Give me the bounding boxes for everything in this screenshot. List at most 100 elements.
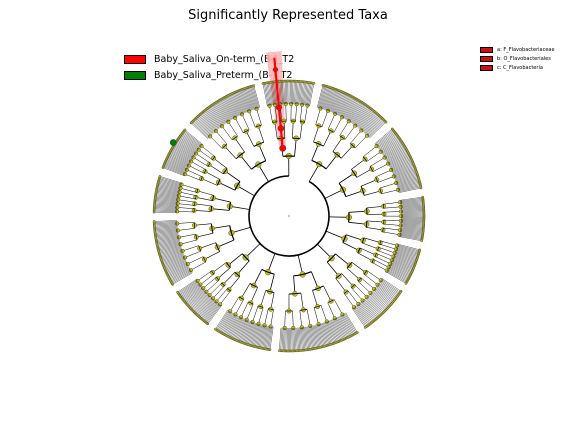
branch-genus	[292, 327, 294, 351]
branch-genus	[184, 129, 203, 145]
arc-phylum-children	[251, 160, 266, 170]
arc-class-children	[210, 205, 213, 212]
branch-genus	[266, 82, 271, 106]
legend-item-preterm: Baby_Saliva_Preterm_(B-)_T2	[124, 67, 294, 83]
branch-family	[284, 310, 286, 328]
branch-genus	[387, 268, 409, 280]
branch-order	[195, 197, 213, 201]
branch-genus	[184, 286, 203, 302]
branch-genus	[294, 81, 296, 105]
branch-phylum	[324, 189, 344, 199]
branch-order	[351, 262, 366, 273]
branch-family	[209, 282, 222, 296]
arc-phylum-children	[241, 253, 250, 262]
branch-family	[376, 253, 393, 261]
branch-genus	[262, 83, 268, 107]
branch-genus	[348, 101, 361, 122]
branch-genus	[269, 82, 273, 106]
branch-genus	[386, 270, 407, 283]
arc-class-children	[365, 220, 368, 228]
branch-order	[258, 125, 265, 143]
branch-family	[190, 261, 206, 271]
arc-order-children	[382, 227, 384, 232]
branch-family	[354, 284, 367, 297]
branch-genus	[154, 227, 178, 231]
branch-genus	[223, 314, 236, 335]
arc-order-children	[379, 187, 382, 194]
branch-genus	[169, 152, 191, 164]
clade-key-item-c: c: C_Flavobacteria	[480, 63, 555, 72]
arc-phylum-children	[234, 181, 241, 191]
branch-genus	[297, 81, 300, 105]
branch-genus	[390, 263, 411, 275]
node-family	[176, 197, 181, 202]
branch-class	[311, 143, 319, 161]
branch-genus	[195, 296, 212, 314]
branch-genus	[210, 105, 225, 125]
arc-order-children	[202, 256, 207, 263]
branch-genus	[327, 89, 336, 111]
branch-genus	[249, 322, 257, 346]
branch-genus	[166, 158, 188, 169]
branch-genus	[312, 325, 318, 348]
branch-genus	[393, 168, 416, 177]
branch-class	[345, 190, 363, 197]
branch-genus	[232, 317, 243, 339]
branch-genus	[154, 208, 178, 211]
branch-genus	[184, 130, 203, 146]
branch-genus	[155, 199, 178, 203]
branch-phylum	[297, 254, 304, 275]
branch-family	[256, 108, 262, 126]
arc-order-children	[362, 156, 368, 162]
branch-family	[380, 240, 398, 246]
branch-order	[201, 178, 218, 186]
branch-genus	[181, 283, 200, 298]
branch-phylum	[267, 253, 276, 273]
branch-genus	[156, 238, 180, 244]
branch-highlight-flavobacteria	[273, 57, 284, 149]
branch-family	[177, 207, 195, 209]
branch-genus	[253, 85, 261, 108]
arc-order-children	[299, 308, 308, 311]
branch-genus	[397, 181, 420, 189]
arc-order-children	[196, 189, 199, 193]
branch-genus	[252, 85, 260, 109]
branch-family	[313, 307, 319, 325]
branch-genus	[359, 303, 374, 322]
branch-family	[378, 247, 395, 254]
arc-order-children	[343, 290, 349, 294]
branch-genus	[392, 165, 415, 175]
arc-class-children	[346, 262, 353, 269]
branch-genus	[156, 190, 179, 196]
branch-genus	[386, 148, 407, 161]
branch-family	[383, 227, 401, 231]
clade-key-item-a: a: F_Flavobacteriaceae	[480, 45, 555, 54]
branch-genus	[158, 181, 181, 188]
branch-family	[383, 206, 401, 209]
branch-family	[373, 259, 389, 268]
node-highlight-b-flavobacteriales	[277, 125, 285, 132]
branch-order	[199, 242, 216, 249]
node-family	[353, 123, 358, 128]
branch-genus	[392, 257, 415, 267]
branch-genus	[386, 149, 407, 162]
clade-key-label-b: b: O_Flavobacteriales	[497, 55, 551, 62]
arc-class-children	[234, 271, 241, 277]
branch-genus	[380, 137, 399, 152]
branch-genus	[285, 327, 287, 351]
branch-genus	[225, 96, 237, 118]
branch-genus	[338, 95, 350, 116]
branch-genus	[165, 261, 187, 271]
branch-genus	[179, 136, 199, 151]
branch-family	[381, 189, 398, 195]
branch-genus	[242, 89, 251, 111]
node-genus	[158, 175, 162, 178]
branch-genus	[297, 327, 301, 351]
branch-genus	[351, 103, 365, 124]
branch-genus	[296, 81, 299, 105]
branch-genus	[183, 285, 202, 301]
branch-class	[218, 182, 236, 191]
branch-order	[241, 283, 251, 299]
arc-class-children	[360, 185, 365, 196]
branch-genus	[167, 264, 189, 276]
